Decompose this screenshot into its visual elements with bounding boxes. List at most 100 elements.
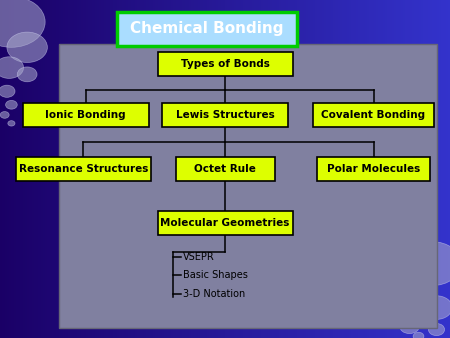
Bar bbox=[169, 0, 171, 338]
Bar bbox=[182, 0, 184, 338]
Bar bbox=[126, 0, 128, 338]
Bar bbox=[178, 0, 180, 338]
Bar bbox=[342, 0, 344, 338]
Bar bbox=[214, 0, 216, 338]
Text: VSEPR: VSEPR bbox=[183, 252, 215, 262]
Bar bbox=[36, 0, 38, 338]
Bar bbox=[25, 0, 27, 338]
Bar bbox=[238, 0, 241, 338]
Bar bbox=[104, 0, 106, 338]
Bar bbox=[205, 0, 207, 338]
Bar bbox=[367, 0, 369, 338]
Bar bbox=[61, 0, 63, 338]
Bar bbox=[209, 0, 211, 338]
Bar bbox=[88, 0, 90, 338]
Bar bbox=[29, 0, 32, 338]
Bar bbox=[272, 0, 274, 338]
Bar bbox=[216, 0, 218, 338]
Bar bbox=[117, 12, 297, 46]
Circle shape bbox=[413, 332, 424, 338]
Circle shape bbox=[0, 112, 9, 118]
Bar bbox=[146, 0, 148, 338]
Bar bbox=[68, 0, 70, 338]
Bar bbox=[94, 0, 97, 338]
Bar bbox=[380, 0, 382, 338]
Bar bbox=[245, 0, 248, 338]
Text: Resonance Structures: Resonance Structures bbox=[19, 164, 148, 174]
Bar bbox=[263, 0, 266, 338]
Bar bbox=[407, 0, 410, 338]
Bar bbox=[310, 0, 313, 338]
Bar bbox=[176, 0, 178, 338]
Bar bbox=[63, 0, 65, 338]
Bar bbox=[166, 0, 169, 338]
Text: Ionic Bonding: Ionic Bonding bbox=[45, 110, 126, 120]
Bar bbox=[349, 0, 351, 338]
Bar bbox=[14, 0, 16, 338]
Bar bbox=[140, 0, 142, 338]
Bar bbox=[180, 0, 182, 338]
Bar bbox=[306, 0, 308, 338]
Bar bbox=[333, 0, 335, 338]
Bar bbox=[371, 0, 374, 338]
Bar bbox=[248, 0, 250, 338]
Bar bbox=[335, 0, 338, 338]
Bar bbox=[58, 0, 61, 338]
Bar bbox=[292, 0, 295, 338]
Bar bbox=[198, 0, 200, 338]
Bar bbox=[160, 0, 162, 338]
Bar bbox=[387, 0, 389, 338]
Bar bbox=[252, 0, 254, 338]
Bar bbox=[288, 0, 290, 338]
Bar bbox=[117, 0, 119, 338]
Bar bbox=[428, 0, 430, 338]
Bar bbox=[83, 0, 86, 338]
Bar bbox=[326, 0, 328, 338]
Bar bbox=[148, 0, 151, 338]
Bar bbox=[317, 0, 320, 338]
Bar bbox=[392, 0, 394, 338]
Bar bbox=[313, 0, 315, 338]
Bar bbox=[200, 0, 202, 338]
Text: Chemical Bonding: Chemical Bonding bbox=[130, 21, 284, 36]
Bar bbox=[122, 0, 124, 338]
Circle shape bbox=[5, 100, 17, 109]
Bar bbox=[130, 0, 133, 338]
Bar bbox=[218, 0, 220, 338]
Bar bbox=[430, 0, 432, 338]
Bar bbox=[389, 0, 392, 338]
Bar bbox=[304, 0, 306, 338]
Bar bbox=[360, 0, 362, 338]
Bar bbox=[191, 0, 194, 338]
Bar bbox=[32, 0, 34, 338]
Bar bbox=[317, 157, 430, 181]
Bar bbox=[189, 0, 191, 338]
Bar bbox=[202, 0, 205, 338]
Bar bbox=[155, 0, 158, 338]
Bar bbox=[374, 0, 376, 338]
Bar bbox=[418, 0, 421, 338]
Bar bbox=[22, 0, 25, 338]
Bar bbox=[439, 0, 441, 338]
Bar bbox=[284, 0, 286, 338]
Bar bbox=[108, 0, 110, 338]
Circle shape bbox=[0, 0, 45, 47]
Bar bbox=[308, 0, 310, 338]
Circle shape bbox=[0, 85, 15, 97]
Bar bbox=[297, 0, 299, 338]
Bar bbox=[50, 0, 52, 338]
Bar bbox=[423, 0, 425, 338]
Bar bbox=[2, 0, 4, 338]
Bar bbox=[270, 0, 272, 338]
Bar bbox=[432, 0, 434, 338]
Bar bbox=[378, 0, 380, 338]
Bar bbox=[277, 0, 279, 338]
Circle shape bbox=[385, 279, 425, 309]
Circle shape bbox=[421, 296, 450, 319]
Bar bbox=[358, 0, 360, 338]
Bar bbox=[97, 0, 99, 338]
Bar bbox=[151, 0, 153, 338]
Text: Polar Molecules: Polar Molecules bbox=[327, 164, 420, 174]
Circle shape bbox=[400, 319, 419, 334]
Bar bbox=[243, 0, 245, 338]
